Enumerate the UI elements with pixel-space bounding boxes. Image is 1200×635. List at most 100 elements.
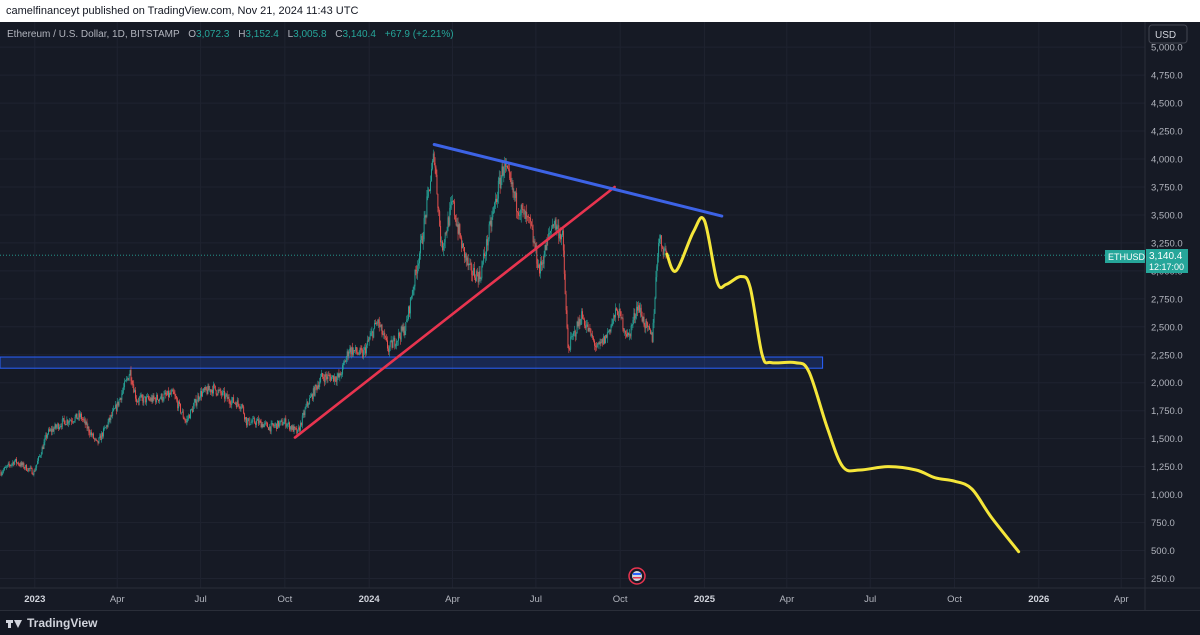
candle-body	[578, 319, 580, 327]
price-tag-symbol: ETHUSD	[1108, 252, 1146, 262]
candle-body	[325, 374, 327, 377]
candle-body	[201, 390, 202, 397]
candle-body	[404, 331, 406, 336]
candle-body	[144, 396, 146, 398]
candle-body	[654, 297, 656, 314]
candle-body	[389, 341, 391, 347]
candle-body	[346, 351, 348, 358]
candle-body	[187, 418, 189, 420]
candle-body	[419, 253, 420, 264]
candle-body	[387, 340, 388, 349]
candle-body	[337, 373, 339, 377]
candle-body	[210, 389, 212, 393]
candle-body	[395, 345, 397, 347]
candle-body	[254, 418, 256, 423]
chart-panel[interactable]: 250.0 500.0 750.0 1,000.0 1,250.0 1,500.0 1,75…	[0, 22, 1200, 610]
candle-body	[266, 422, 268, 424]
support-zone[interactable]	[0, 356, 824, 369]
candle-body	[174, 394, 176, 396]
candle-body	[46, 434, 48, 438]
forecast-path	[665, 216, 1021, 554]
candle-body	[338, 373, 340, 378]
candle-body	[29, 467, 31, 469]
open-label: O	[188, 29, 196, 40]
candle-body	[551, 228, 552, 231]
candle-body	[83, 419, 85, 421]
time-tick-label: Oct	[613, 594, 628, 605]
candle-body	[586, 324, 588, 326]
candle-body	[657, 257, 659, 267]
currency-button[interactable]: USD	[1148, 24, 1188, 44]
candle-body	[98, 437, 100, 444]
candle-body	[169, 392, 170, 398]
time-tick-label: Jul	[864, 594, 876, 605]
candle-body	[456, 224, 458, 226]
candle-body	[294, 426, 296, 429]
candle-body	[206, 389, 208, 394]
candle-body	[652, 322, 654, 342]
candle-body	[300, 422, 301, 431]
candle-body	[576, 321, 578, 334]
candle-body	[183, 417, 185, 420]
candle-body	[548, 233, 550, 239]
candle-body	[504, 161, 506, 171]
candle-body	[405, 322, 407, 332]
price-chart[interactable]: 250.0 500.0 750.0 1,000.0 1,250.0 1,500.0 1,75…	[0, 22, 1200, 610]
time-tick-label: Jul	[195, 594, 207, 605]
candle-body	[665, 248, 667, 253]
candle-body	[511, 182, 513, 185]
candle-body	[275, 423, 277, 425]
candle-body	[452, 201, 454, 203]
candle-body	[614, 315, 616, 318]
candle-body	[249, 424, 251, 426]
candle-body	[191, 409, 192, 411]
candle-body	[49, 429, 51, 431]
candle-body	[92, 433, 93, 436]
candle-body	[234, 402, 235, 404]
candle-body	[258, 420, 260, 424]
candle-body	[594, 340, 595, 346]
candle-body	[540, 261, 542, 266]
candle-body	[541, 262, 543, 266]
candle-body	[22, 463, 24, 466]
candle-body	[649, 329, 651, 334]
candle-body	[421, 235, 423, 244]
candle-body	[271, 423, 273, 425]
candle-body	[553, 224, 555, 227]
price-tick-label: 1,750.0	[1151, 406, 1183, 417]
candle-body	[584, 325, 586, 329]
candle-body	[469, 263, 471, 265]
candle-body	[360, 348, 362, 350]
candle-body	[352, 347, 354, 355]
candle-body	[660, 235, 661, 239]
candle-body	[298, 427, 300, 430]
candle-body	[538, 264, 540, 268]
upper-trendline	[432, 142, 724, 218]
candle-body	[269, 426, 271, 432]
candle-body	[44, 438, 46, 443]
drawings[interactable]	[0, 142, 1145, 554]
candle-body	[158, 399, 159, 402]
time-axis[interactable]: 2023 Apr Jul Oct 2024 Apr Jul Oct 2025 Apr Jul Oct 2…	[24, 594, 1128, 605]
candle-body	[400, 326, 402, 340]
candle-body	[17, 462, 19, 465]
price-tick-label: 3,250.0	[1151, 238, 1183, 249]
candle-body	[297, 429, 299, 434]
candle-body	[243, 406, 245, 414]
candle-body	[161, 394, 163, 401]
candle-body	[63, 418, 65, 421]
candle-body	[503, 170, 505, 176]
candle-body	[27, 470, 28, 472]
candle-body	[91, 432, 93, 436]
candle-body	[415, 270, 417, 272]
flag-icon[interactable]	[628, 567, 646, 585]
candle-body	[467, 257, 469, 266]
candle-body	[285, 418, 287, 427]
candle-body	[292, 425, 294, 432]
footer-brand: TradingView	[27, 616, 98, 630]
candle-body	[449, 207, 451, 226]
candle-body	[622, 317, 624, 330]
candle-body	[438, 207, 440, 212]
candle-body	[145, 396, 147, 403]
price-axis[interactable]: 250.0 500.0 750.0 1,000.0 1,250.0 1,500.0 1,75…	[1151, 43, 1183, 585]
